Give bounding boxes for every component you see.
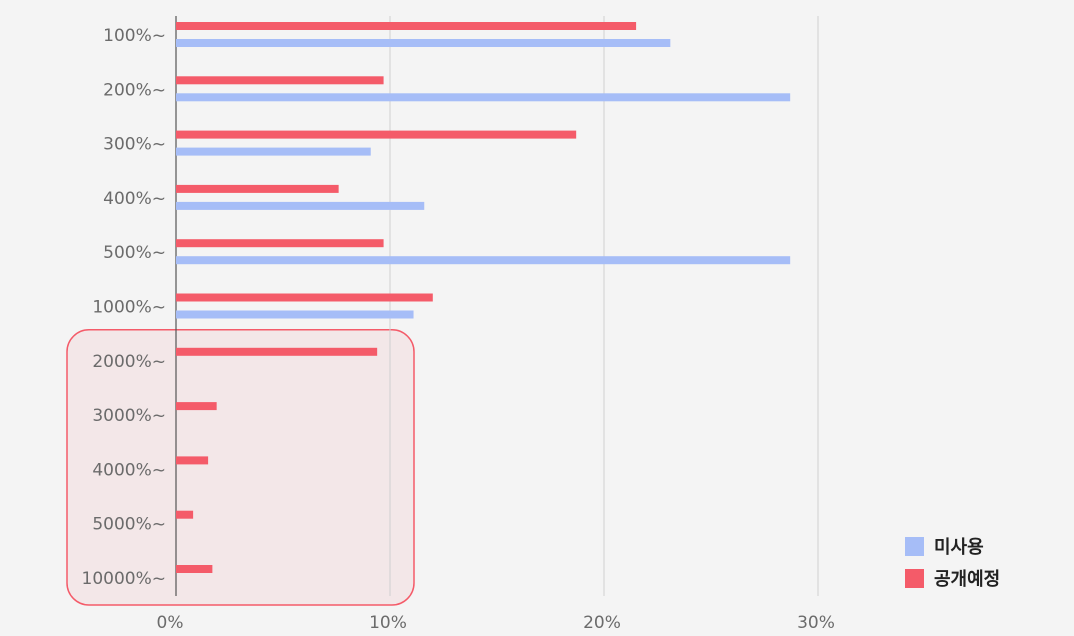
bar-scheduled	[176, 184, 339, 193]
y-tick-label: 500%~	[103, 243, 166, 263]
bar-scheduled	[176, 239, 384, 248]
x-tick-label: 20%	[583, 613, 621, 633]
bar-scheduled	[176, 510, 194, 519]
bar-unused	[176, 93, 791, 102]
bar-scheduled	[176, 456, 209, 465]
y-tick-label: 10000%~	[82, 569, 166, 589]
bar-scheduled	[176, 130, 577, 139]
bar-unused	[176, 147, 371, 156]
y-tick-label: 100%~	[103, 26, 166, 46]
highlight-box	[66, 329, 415, 606]
legend-swatch	[905, 569, 924, 588]
y-tick-label: 400%~	[103, 189, 166, 209]
y-tick-label: 1000%~	[92, 298, 166, 318]
x-tick-label: 10%	[369, 613, 407, 633]
bar-unused	[176, 39, 671, 47]
y-tick-label: 4000%~	[92, 460, 166, 480]
bar-scheduled	[176, 347, 378, 356]
y-tick-label: 300%~	[103, 135, 166, 155]
legend-swatch	[905, 537, 924, 556]
x-tick-label: 30%	[797, 613, 835, 633]
bar-scheduled	[176, 402, 217, 411]
y-tick-label: 5000%~	[92, 515, 166, 535]
bar-unused	[176, 310, 414, 319]
legend-label: 미사용	[934, 537, 984, 558]
x-tick-label: 0%	[157, 613, 184, 633]
bar-scheduled	[176, 293, 433, 302]
bar-scheduled	[176, 22, 637, 30]
y-tick-label: 3000%~	[92, 406, 166, 426]
y-tick-label: 200%~	[103, 80, 166, 100]
legend-label: 공개예정	[934, 569, 1000, 590]
bar-scheduled	[176, 76, 384, 85]
bar-scheduled	[176, 565, 213, 573]
bar-unused	[176, 201, 425, 210]
y-tick-label: 2000%~	[92, 352, 166, 372]
bar-unused	[176, 256, 791, 265]
